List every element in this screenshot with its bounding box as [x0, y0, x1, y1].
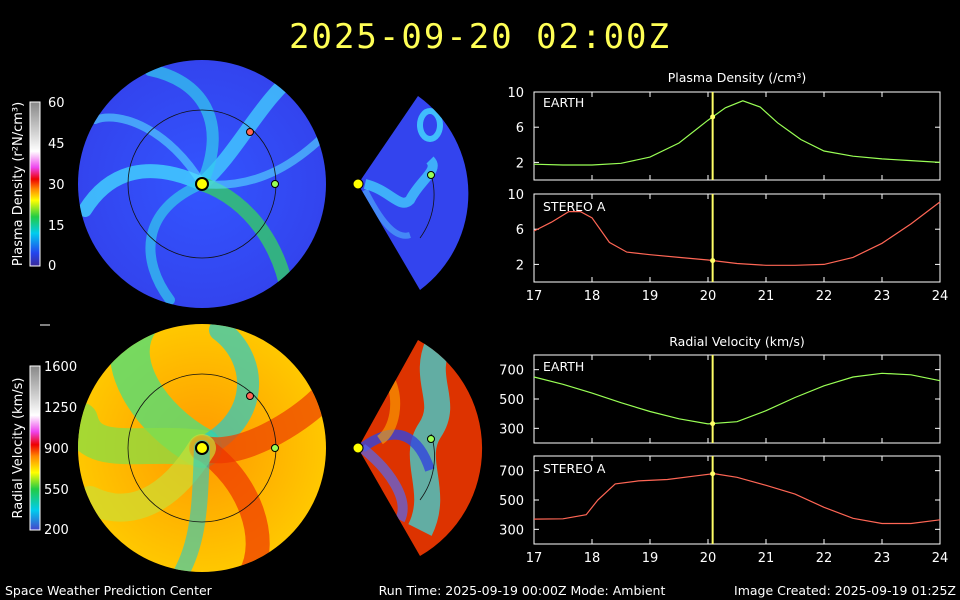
x-tick-label: 22: [816, 289, 833, 304]
density-tick: 30: [48, 178, 65, 193]
density-ecliptic-plane: [78, 60, 326, 308]
velocity-tick: 200: [44, 523, 69, 538]
density-blob: [363, 156, 438, 208]
velocity-meridional-plane: [352, 340, 483, 556]
stereo-a-marker: [246, 128, 254, 136]
density-streamer: [144, 64, 219, 190]
footer-image-created: Image Created: 2025-09-19 01:25Z: [734, 583, 956, 598]
density-tick: 45: [48, 137, 65, 152]
y-tick-label: 700: [499, 364, 524, 379]
x-tick-label: 24: [932, 551, 949, 566]
series-line-earth: [533, 100, 941, 166]
density-tick: 0: [48, 259, 56, 274]
series-line-earth: [533, 372, 941, 425]
density-blob: [417, 108, 443, 142]
footer-organization: Space Weather Prediction Center: [5, 583, 213, 598]
x-tick-label: 19: [642, 551, 659, 566]
density-streamer: [145, 179, 207, 305]
velocity-tick: 1600: [44, 360, 77, 375]
sun-marker: [352, 178, 364, 190]
y-tick-label: 10: [507, 188, 524, 203]
velocity-stream: [172, 440, 210, 572]
density-stereo-label: STEREO A: [543, 199, 606, 214]
velocity-stream: [408, 340, 452, 536]
density-colorbar-label: Plasma Density (r²N/cm³): [11, 102, 26, 266]
earth-marker: [271, 444, 279, 452]
x-tick-label: 18: [584, 289, 601, 304]
x-tick-label: 21: [758, 551, 775, 566]
velocity-tick: 550: [44, 483, 69, 498]
y-tick-label: 500: [499, 494, 524, 509]
sun-marker: [195, 441, 209, 455]
velocity-tick: 900: [44, 442, 69, 457]
velocity-ecliptic-plane: [78, 324, 326, 572]
y-tick-label: 700: [499, 465, 524, 480]
y-tick-label: 6: [516, 121, 524, 136]
density-tick: 15: [48, 219, 65, 234]
y-tick-label: 300: [499, 523, 524, 538]
density-meridional-plane: [352, 96, 469, 290]
density-blob: [362, 188, 411, 239]
y-tick-label: 2: [516, 156, 524, 171]
x-tick-label: 17: [526, 289, 543, 304]
plot-frame: [533, 193, 941, 283]
current-value-dot: [710, 114, 716, 120]
velocity-stream: [359, 429, 435, 472]
velocity-stream: [358, 444, 408, 523]
x-tick-label: 23: [874, 551, 891, 566]
velocity-stream: [78, 402, 220, 466]
earth-marker: [427, 435, 435, 443]
x-tick-label: 17: [526, 551, 543, 566]
density-streamer: [91, 113, 206, 188]
y-tick-label: 500: [499, 393, 524, 408]
series-line-stereo-a: [533, 201, 941, 266]
earth-marker: [271, 180, 279, 188]
stereo-a-marker: [246, 392, 254, 400]
density-streamer: [78, 164, 209, 217]
velocity-panel-title: Radial Velocity (km/s): [669, 334, 805, 349]
velocity-tick: 1250: [44, 401, 77, 416]
density-tick: 60: [48, 96, 65, 111]
x-tick-label: 20: [700, 289, 717, 304]
x-tick-label: 22: [816, 551, 833, 566]
sun-marker: [195, 177, 209, 191]
x-tick-label: 18: [584, 551, 601, 566]
density-panel-title: Plasma Density (/cm³): [668, 70, 807, 85]
velocity-earth-label: EARTH: [543, 359, 584, 374]
current-value-dot: [710, 471, 716, 477]
plot-frame: [533, 354, 941, 444]
velocity-stream: [78, 434, 216, 522]
x-tick-label: 24: [932, 289, 949, 304]
plot-frame: [533, 91, 941, 181]
x-tick-label: 23: [874, 289, 891, 304]
current-value-dot: [710, 421, 716, 427]
density-earth-label: EARTH: [543, 95, 584, 110]
velocity-colorbar-label: Radial Velocity (km/s): [11, 378, 26, 519]
x-tick-label: 21: [758, 289, 775, 304]
footer-run-info: Run Time: 2025-09-19 00:00Z Mode: Ambien…: [379, 583, 666, 598]
current-value-dot: [710, 258, 716, 264]
x-tick-label: 19: [642, 289, 659, 304]
velocity-colorbar: 1600 1250 900 550 200 Radial Velocity (k…: [11, 360, 77, 538]
y-tick-label: 10: [507, 86, 524, 101]
x-tick-label: 20: [700, 551, 717, 566]
series-line-stereo-a: [533, 472, 941, 525]
density-colorbar: 60 45 30 15 0 Plasma Density (r²N/cm³): [11, 96, 65, 274]
earth-marker: [427, 171, 435, 179]
velocity-stereo-label: STEREO A: [543, 461, 606, 476]
y-tick-label: 6: [516, 223, 524, 238]
timestamp-title: 2025-09-20 02:00Z: [289, 17, 671, 57]
density-colorbar-scale: [29, 101, 41, 267]
earth-orbit-arc: [419, 173, 435, 239]
y-tick-label: 2: [516, 258, 524, 273]
velocity-colorbar-scale: [29, 365, 41, 531]
time-series-plots: 2 6 10 2 6 10 17 18 19 20 21 22 23 24 300 500 700 300 500 7…: [499, 86, 948, 566]
y-tick-label: 300: [499, 422, 524, 437]
sun-marker: [352, 442, 364, 454]
